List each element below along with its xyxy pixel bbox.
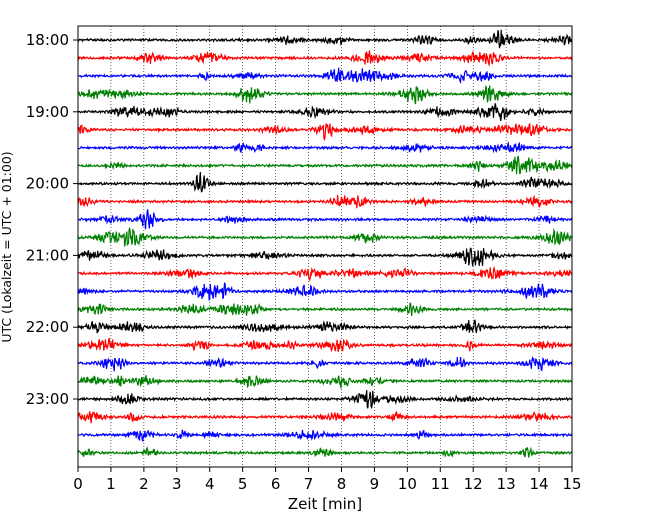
trace-1800 bbox=[77, 29, 573, 49]
y-tick-label: 21:00 bbox=[26, 246, 69, 264]
trace-2130 bbox=[77, 282, 573, 301]
trace-2045 bbox=[77, 226, 573, 247]
x-tick-label: 8 bbox=[337, 475, 347, 493]
trace-2330 bbox=[77, 429, 573, 443]
x-tick-label: 2 bbox=[139, 475, 149, 493]
trace-2200 bbox=[77, 319, 573, 334]
trace-2300 bbox=[77, 390, 573, 409]
y-axis-label: UTC (Lokalzeit = UTC + 01:00) bbox=[0, 151, 14, 342]
x-tick-label: 1 bbox=[106, 475, 116, 493]
trace-2115 bbox=[77, 265, 573, 282]
x-tick-label: 14 bbox=[530, 475, 549, 493]
y-tick-label: 20:00 bbox=[26, 175, 69, 193]
trace-1845 bbox=[77, 85, 573, 105]
x-tick-label: 0 bbox=[73, 475, 83, 493]
y-axis-ticks: 18:00 19:00 20:00 21:00 22:00 23:00 bbox=[26, 31, 78, 408]
x-tick-label: 9 bbox=[370, 475, 380, 493]
y-tick-label: 23:00 bbox=[26, 390, 69, 408]
y-tick-label: 18:00 bbox=[26, 31, 69, 49]
trace-2015 bbox=[77, 194, 573, 209]
trace-2000 bbox=[77, 172, 573, 193]
trace-1830 bbox=[77, 67, 573, 84]
trace-2215 bbox=[77, 337, 573, 353]
trace-1815 bbox=[77, 50, 573, 67]
trace-2315 bbox=[77, 410, 573, 424]
trace-1900 bbox=[77, 103, 573, 122]
trace-1930 bbox=[77, 140, 573, 154]
x-tick-label: 4 bbox=[205, 475, 215, 493]
x-tick-label: 13 bbox=[497, 475, 516, 493]
trace-2145 bbox=[77, 302, 573, 316]
trace-2030 bbox=[77, 209, 573, 230]
y-tick-label: 22:00 bbox=[26, 318, 69, 336]
trace-2230 bbox=[77, 355, 573, 372]
x-tick-label: 15 bbox=[562, 475, 581, 493]
y-tick-label: 19:00 bbox=[26, 103, 69, 121]
x-tick-label: 5 bbox=[238, 475, 248, 493]
x-tick-label: 7 bbox=[304, 475, 314, 493]
trace-2245 bbox=[77, 375, 573, 389]
trace-1945 bbox=[77, 155, 573, 175]
trace-1915 bbox=[77, 122, 573, 142]
x-tick-label: 6 bbox=[271, 475, 281, 493]
x-tick-label: 12 bbox=[464, 475, 483, 493]
trace-2345 bbox=[77, 446, 573, 458]
plot-frame bbox=[77, 25, 573, 468]
x-axis-ticks: 0 1 2 3 4 5 6 7 8 9 10 11 12 13 14 15 bbox=[73, 467, 582, 493]
trace-2100 bbox=[77, 247, 573, 267]
x-tick-label: 11 bbox=[431, 475, 450, 493]
x-tick-label: 10 bbox=[398, 475, 417, 493]
seismic-traces bbox=[77, 29, 573, 458]
x-axis-label: Zeit [min] bbox=[288, 495, 362, 513]
x-tick-label: 3 bbox=[172, 475, 182, 493]
